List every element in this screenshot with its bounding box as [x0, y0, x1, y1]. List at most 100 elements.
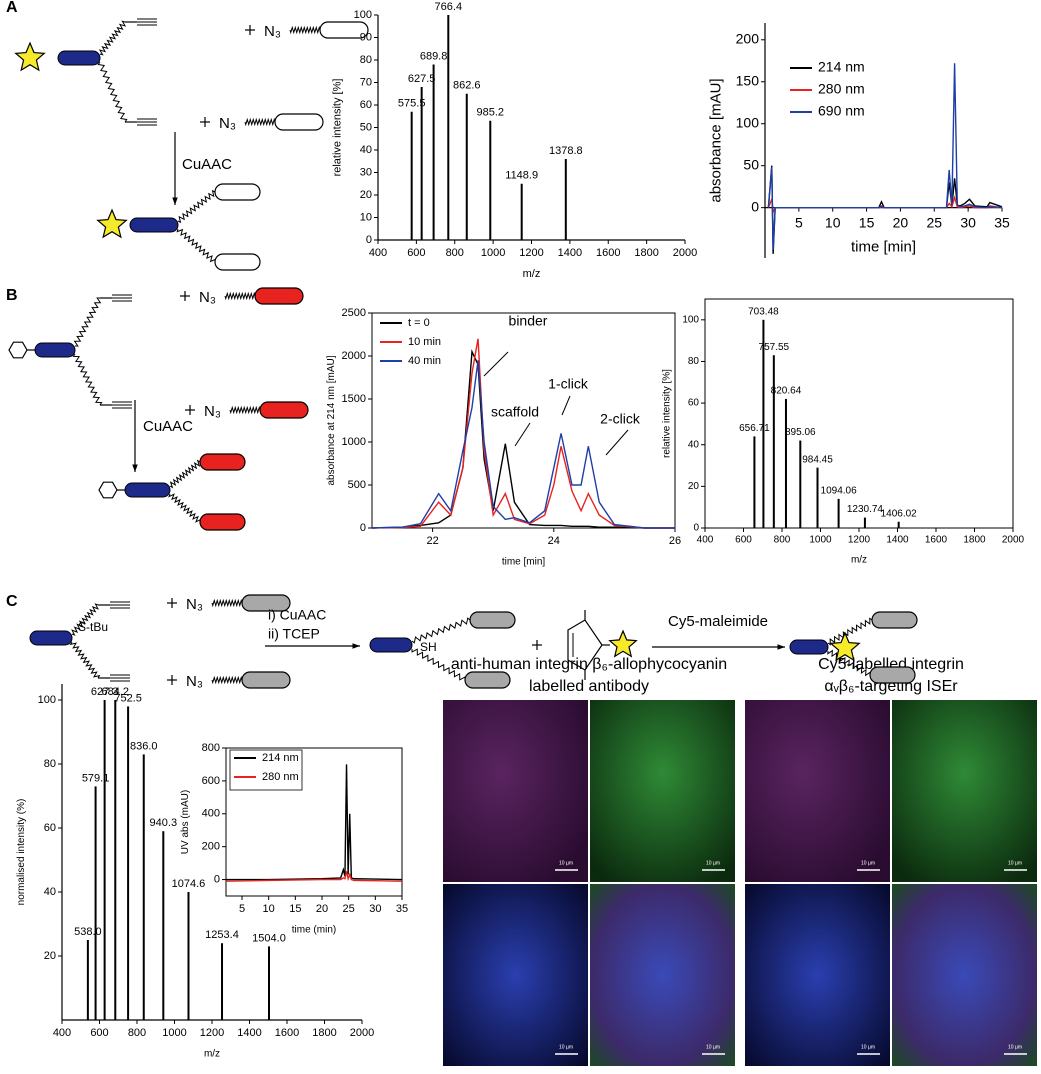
legend-label: 10 min [408, 336, 441, 348]
y-tick-label: 90 [360, 31, 372, 43]
scheme-label: CuAAC [182, 156, 232, 173]
x-tick-label: 1600 [925, 535, 948, 546]
x-tick-label: 2000 [673, 247, 697, 259]
x-tick-label: 10 [263, 903, 275, 915]
x-axis-title: m/z [204, 1049, 220, 1060]
capsule [274, 113, 324, 131]
capsule [241, 671, 291, 689]
peak-label: 752.5 [114, 692, 142, 704]
x-tick-label: 600 [407, 247, 425, 259]
x-tick-label: 25 [343, 903, 355, 915]
x-tick-label: 1800 [963, 535, 986, 546]
peak [799, 440, 802, 528]
legend-label: 214 nm [818, 59, 865, 75]
scale-bar-label: 10 µm [706, 1044, 720, 1050]
scale-bar-label: 10 µm [1008, 1044, 1022, 1050]
arrow-head [352, 643, 360, 649]
x-tick-label: 35 [994, 214, 1010, 230]
linker [168, 493, 202, 523]
peak [863, 517, 866, 528]
scale-bar-label: 10 µm [559, 1044, 573, 1050]
peak-label: 895.06 [785, 427, 816, 438]
y-tick-label: 10 [360, 211, 372, 223]
peak-label: 689.8 [420, 50, 448, 62]
peak [187, 892, 190, 1020]
x-tick-label: 1600 [596, 247, 620, 259]
x-tick-label: 15 [859, 214, 875, 230]
scaffold [34, 342, 76, 358]
y-tick-label: 100 [736, 114, 760, 130]
x-tick-label: 20 [316, 903, 328, 915]
x-tick-label: 22 [426, 535, 438, 547]
y-tick-label: 20 [44, 950, 56, 962]
peak-label: 684.2 [102, 686, 130, 698]
y-tick-label: 100 [682, 314, 699, 325]
x-tick-label: 600 [735, 535, 752, 546]
micrograph [590, 884, 735, 1066]
annotation-pointer [561, 395, 571, 416]
scheme-label: N₃ [204, 403, 221, 420]
annotation-pointer [483, 351, 509, 377]
y-tick-label: 20 [688, 481, 700, 492]
capsule [199, 513, 246, 531]
y-tick-label: 60 [44, 822, 56, 834]
y-tick-label: 800 [202, 742, 220, 754]
scheme-label: SH [420, 640, 437, 654]
peak [520, 183, 523, 240]
micrograph-panel [443, 700, 1037, 1066]
x-tick-label: 800 [446, 247, 464, 259]
scheme-label: N₃ [264, 23, 281, 40]
peak-annotation: 2-click [600, 411, 641, 427]
y-tick-label: 40 [688, 439, 700, 450]
y-tick-label: 200 [736, 30, 760, 46]
peak-label: 940.3 [150, 817, 178, 829]
dye-star [829, 631, 861, 662]
peak-label: 757.55 [759, 342, 790, 353]
arrow-head [777, 644, 785, 650]
capsule [464, 671, 511, 689]
linker [229, 405, 261, 415]
peak-annotation: scaffold [491, 404, 539, 420]
series-line [371, 360, 675, 529]
peak-label: 1253.4 [205, 929, 239, 941]
hexagon [8, 341, 28, 359]
x-tick-label: 1200 [848, 535, 871, 546]
scaffold [57, 50, 101, 66]
linker [98, 20, 127, 56]
peak [784, 398, 787, 528]
x-axis-title: time (min) [292, 925, 336, 936]
x-tick-label: 2000 [1002, 535, 1025, 546]
capsule [254, 287, 304, 305]
annotation-pointer [605, 429, 629, 456]
peak [447, 15, 450, 240]
peak [86, 940, 89, 1020]
chart: 0 200 400 600 800 5 10 15 20 25 30 35 UV abs (mAU) ti… [180, 742, 408, 936]
scheme-label: CuAAC [143, 418, 193, 435]
x-axis-title: m/z [523, 268, 541, 280]
dye-star [608, 629, 638, 658]
legend-label: 40 min [408, 355, 441, 367]
y-axis-title: absorbance at 214 nm [mAU] [326, 355, 337, 485]
scaffold [129, 217, 179, 233]
y-tick-label: 80 [44, 758, 56, 770]
capsule [241, 594, 291, 612]
peak-label: 703.48 [748, 306, 779, 317]
x-axis-title: m/z [851, 555, 867, 566]
peak [837, 498, 840, 528]
peak-label: 766.4 [435, 1, 463, 13]
y-tick-label: 1500 [342, 393, 366, 405]
series-line [225, 871, 403, 882]
linker [97, 61, 128, 123]
y-tick-label: 20 [360, 189, 372, 201]
peak-label: 538.0 [74, 926, 102, 938]
x-tick-label: 2000 [350, 1027, 374, 1039]
dye-star [96, 208, 128, 239]
peak [897, 521, 900, 528]
capsule [869, 666, 916, 684]
panel-label: A [6, 0, 18, 16]
peak-label: 820.64 [771, 386, 802, 397]
x-tick-label: 1000 [162, 1027, 186, 1039]
y-tick-label: 500 [348, 479, 366, 491]
scale-bar-label: 10 µm [861, 860, 875, 866]
